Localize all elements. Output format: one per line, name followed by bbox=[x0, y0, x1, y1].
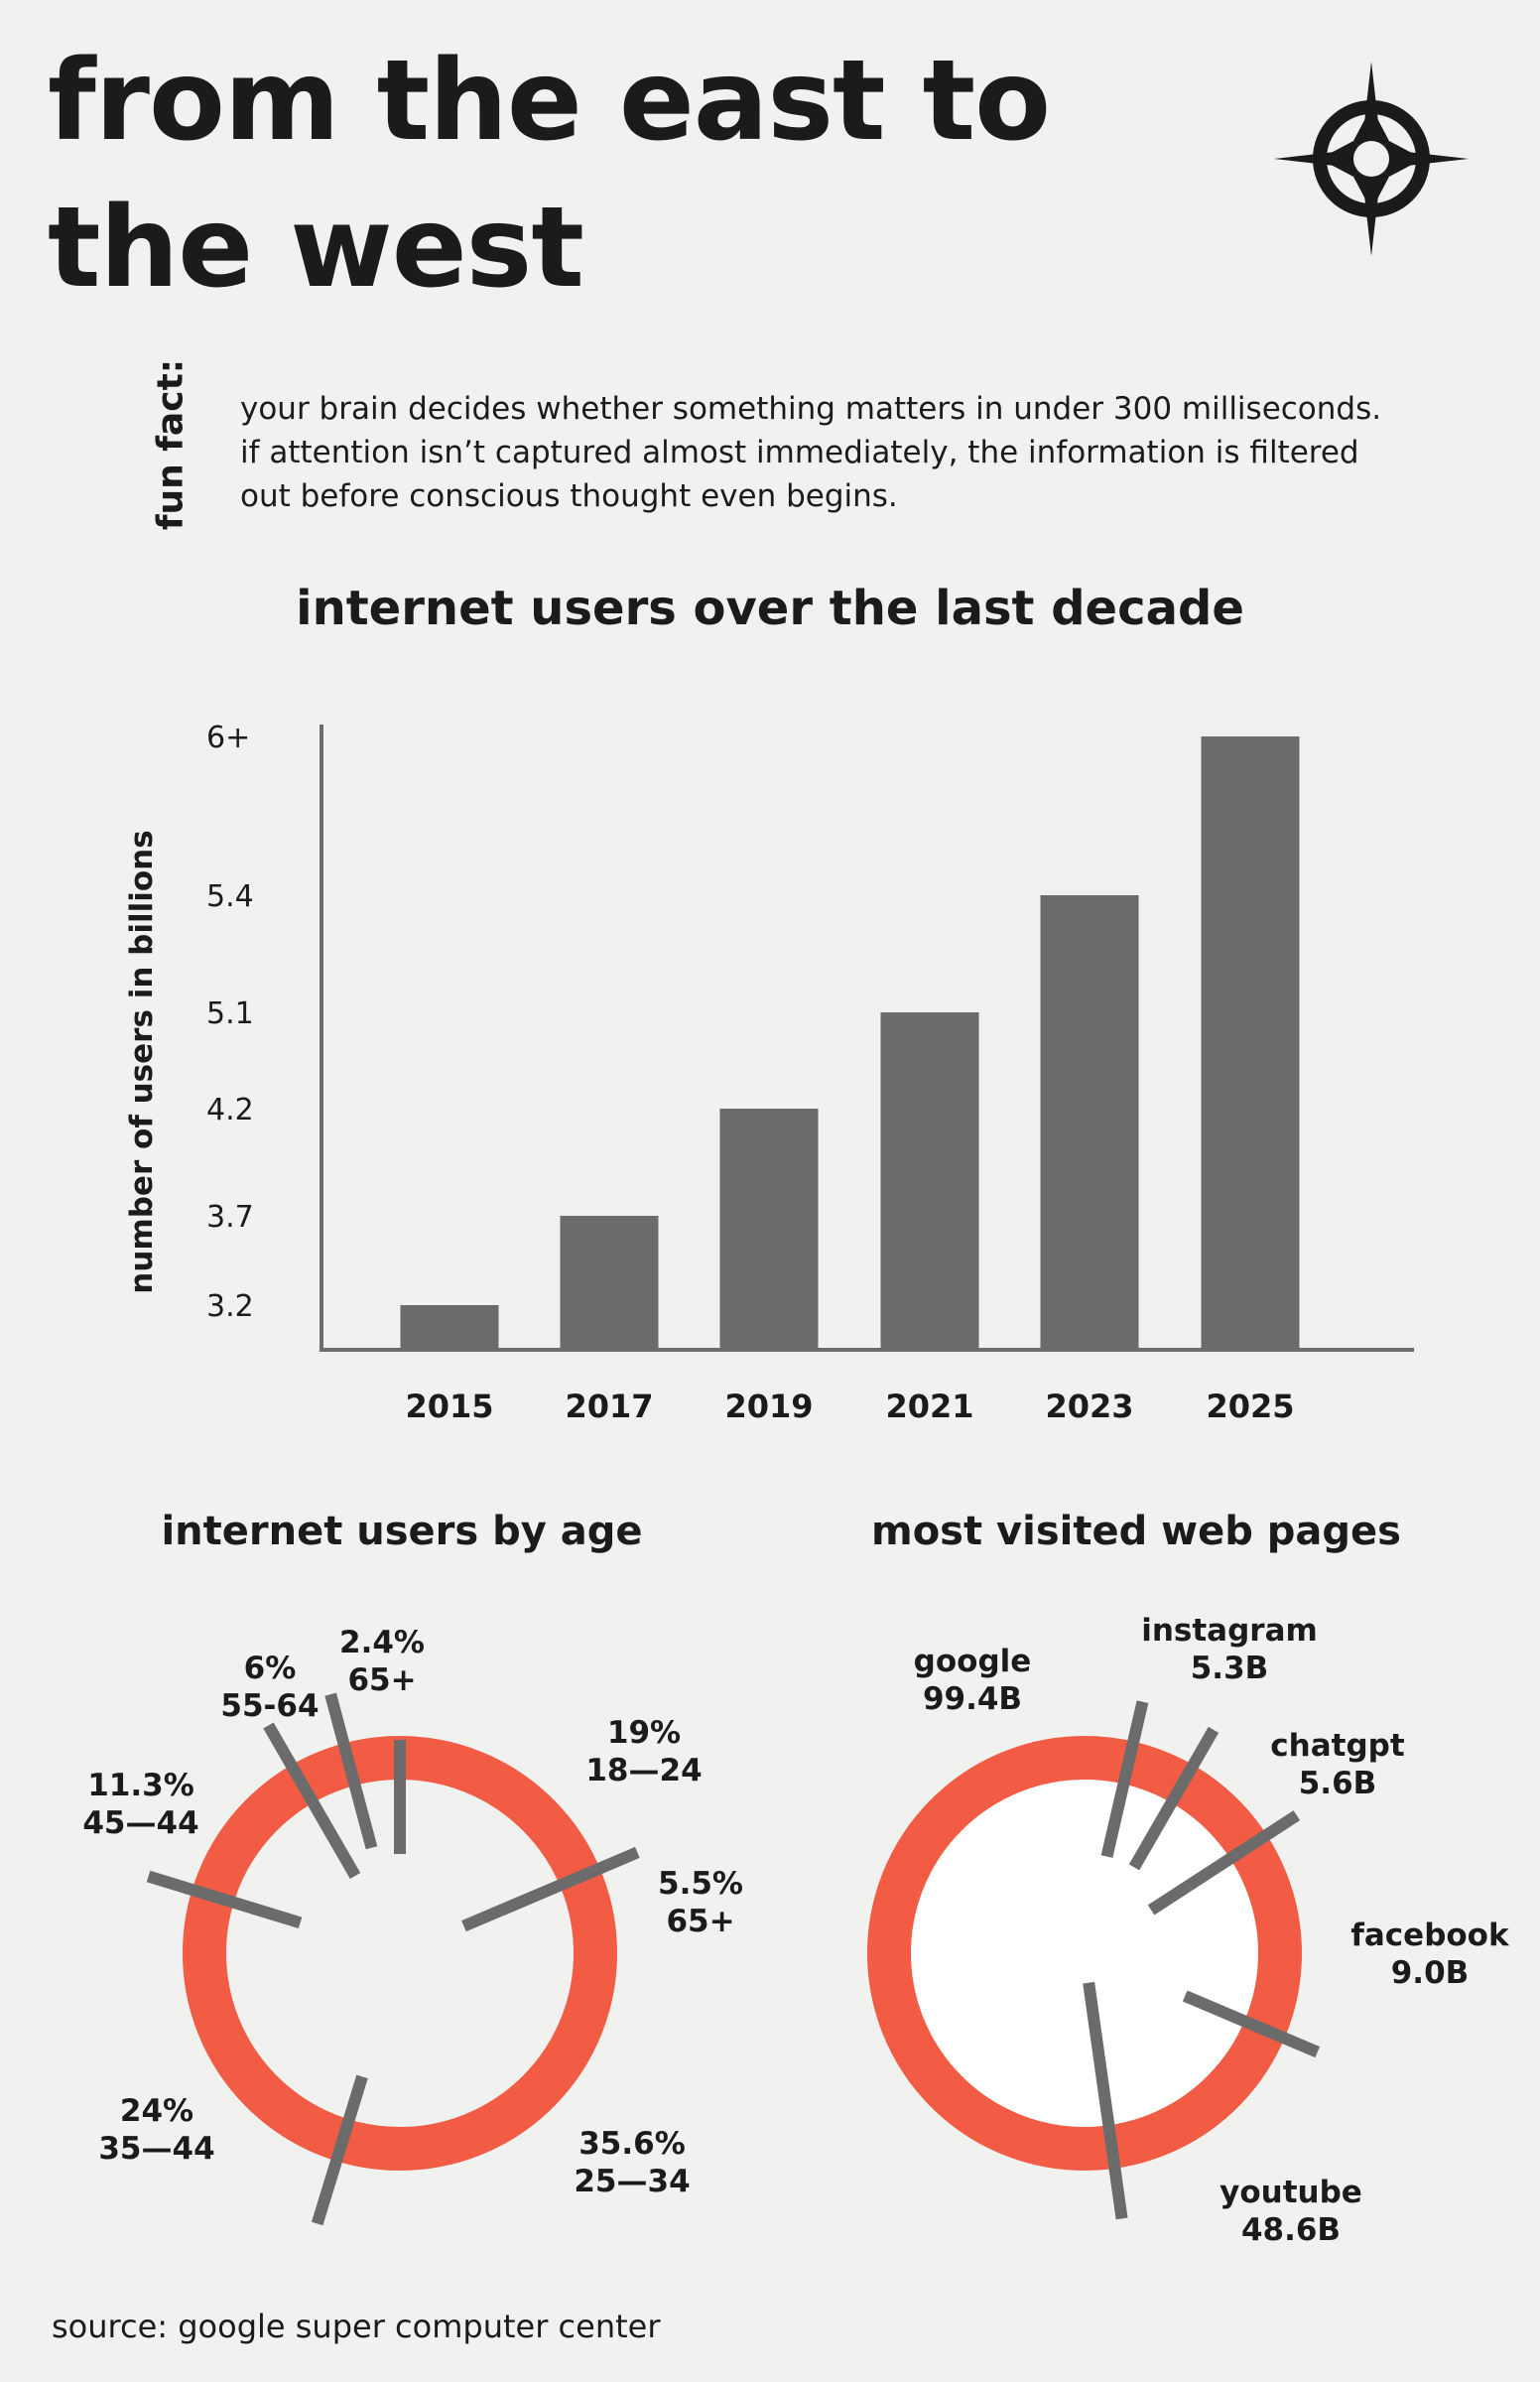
y-tick-label: 5.1 bbox=[206, 996, 254, 1031]
slice-label: 11.3% 45—44 bbox=[0, 1767, 290, 1842]
y-tick-label: 3.2 bbox=[206, 1289, 254, 1324]
fun-fact-line-2: if attention isn’t captured almost immed… bbox=[240, 435, 1359, 470]
slice-label: instagram 5.3B bbox=[1081, 1612, 1378, 1687]
slice-label-value: 9.0B bbox=[1390, 1955, 1470, 1991]
slice-label-label: 35—44 bbox=[98, 2131, 215, 2167]
x-tick-label: 2025 bbox=[1206, 1388, 1294, 1425]
web-pages-ring bbox=[867, 1736, 1302, 2171]
bar-2025 bbox=[1201, 736, 1300, 1350]
slice-label-value: 5.6B bbox=[1298, 1766, 1377, 1801]
slice-label-value: 99.4B bbox=[922, 1681, 1023, 1717]
slice-divider bbox=[1182, 1990, 1321, 2058]
y-tick-label: 4.2 bbox=[206, 1093, 254, 1127]
slice-divider bbox=[263, 1722, 361, 1880]
fun-fact-line-1: your brain decides whether something mat… bbox=[240, 391, 1382, 427]
bar-2019 bbox=[719, 1109, 819, 1350]
source-note: source: google super computer center bbox=[52, 2308, 661, 2345]
slice-label: google 99.4B bbox=[824, 1643, 1121, 1718]
title-line-2: the west bbox=[48, 184, 584, 313]
x-tick-label: 2017 bbox=[565, 1388, 653, 1425]
slice-divider bbox=[1083, 1981, 1128, 2220]
slice-label-label: 65+ bbox=[666, 1904, 735, 1939]
slice-divider bbox=[311, 2074, 368, 2226]
slice-label-value: 5.5% bbox=[658, 1866, 743, 1902]
slice-divider bbox=[146, 1870, 303, 1929]
slice-label: youtube 48.6B bbox=[1142, 2174, 1440, 2249]
slice-label-value: 35.6% bbox=[578, 2126, 686, 2162]
slice-label: 35.6% 25—34 bbox=[483, 2125, 781, 2200]
slice-label: facebook 9.0B bbox=[1281, 1917, 1540, 1992]
slice-label-label: youtube bbox=[1219, 2175, 1362, 2210]
bar-chart-title: internet users over the last decade bbox=[296, 581, 1244, 636]
y-tick-label: 5.4 bbox=[206, 879, 254, 914]
fun-fact-line-3: out before conscious thought even begins… bbox=[240, 478, 898, 514]
page-title: from the east to the west bbox=[48, 28, 1189, 322]
slice-label-label: 18—24 bbox=[585, 1753, 703, 1788]
slice-divider bbox=[461, 1846, 640, 1932]
slice-label: chatgpt 5.6B bbox=[1189, 1727, 1486, 1802]
bar-2017 bbox=[560, 1216, 659, 1350]
slice-label-label: 65+ bbox=[347, 1662, 417, 1698]
slice-label-value: 19% bbox=[606, 1715, 682, 1751]
slice-label: 2.4% 65+ bbox=[233, 1624, 531, 1699]
x-tick-label: 2019 bbox=[724, 1388, 813, 1425]
slice-label-label: 55-64 bbox=[220, 1688, 320, 1724]
bar-chart: 2015 2017 2019 2021 2023 2025 3.2 3.7 4.2 5.1 5.4 6… bbox=[206, 721, 1414, 1425]
slice-label-value: 11.3% bbox=[87, 1768, 194, 1803]
x-tick-label: 2023 bbox=[1045, 1388, 1133, 1425]
slice-divider bbox=[1147, 1810, 1301, 1916]
slice-label-label: google bbox=[913, 1644, 1032, 1679]
title-line-1: from the east to bbox=[48, 37, 1051, 166]
slice-label-label: instagram bbox=[1141, 1613, 1318, 1649]
slice-label-value: 2.4% bbox=[339, 1625, 425, 1660]
y-tick-label: 6+ bbox=[206, 721, 250, 755]
x-tick-label: 2015 bbox=[405, 1388, 493, 1425]
slice-label-value: 24% bbox=[119, 2093, 194, 2129]
web-chart-title: most visited web pages bbox=[871, 1509, 1401, 1554]
slice-label: 19% 18—24 bbox=[495, 1714, 793, 1789]
slice-label: 24% 35—44 bbox=[8, 2092, 306, 2168]
slice-divider bbox=[1100, 1700, 1149, 1858]
compass-rose-icon bbox=[1274, 62, 1469, 256]
slice-label-value: 5.3B bbox=[1190, 1651, 1269, 1686]
bar-2023 bbox=[1040, 895, 1139, 1350]
slice-label-label: 25—34 bbox=[574, 2164, 691, 2199]
fun-fact-text: your brain decides whether something mat… bbox=[240, 387, 1431, 518]
slice-label-label: chatgpt bbox=[1270, 1728, 1405, 1764]
y-tick-label: 3.7 bbox=[206, 1200, 254, 1235]
slice-divider bbox=[324, 1692, 378, 1850]
slice-label-label: 45—44 bbox=[82, 1805, 199, 1841]
age-chart-title: internet users by age bbox=[161, 1509, 643, 1554]
slice-label-value: 6% bbox=[243, 1651, 297, 1686]
slice-label-value: 48.6B bbox=[1240, 2212, 1342, 2248]
slice-label-label: facebook bbox=[1350, 1918, 1509, 1953]
slice-divider bbox=[1128, 1726, 1219, 1871]
slice-label: 6% 55-64 bbox=[121, 1650, 419, 1725]
bar-2015 bbox=[400, 1305, 499, 1350]
slice-label: 5.5% 65+ bbox=[552, 1865, 849, 1940]
x-tick-label: 2021 bbox=[885, 1388, 973, 1425]
bar-2021 bbox=[880, 1012, 979, 1350]
